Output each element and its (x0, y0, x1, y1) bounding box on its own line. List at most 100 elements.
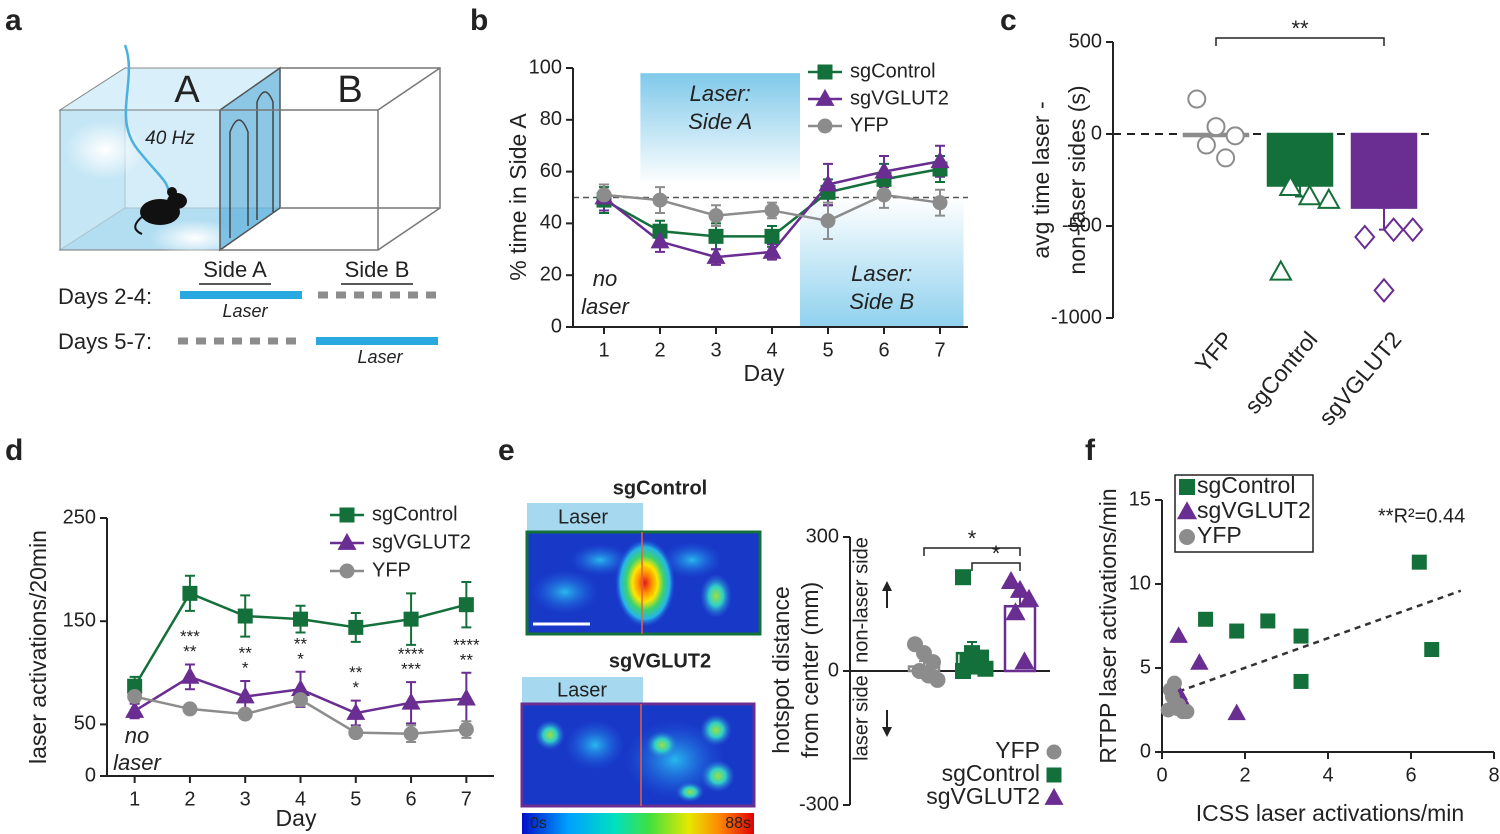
marker (1260, 613, 1276, 629)
heatmap-border (520, 702, 756, 808)
marker (1225, 126, 1245, 146)
y-axis-label: from center (mm) (797, 582, 823, 758)
significance-stars: ** (183, 642, 197, 661)
significance-stars: ** (460, 650, 474, 669)
light-glow (65, 120, 145, 180)
x-tick-label: 6 (406, 788, 417, 810)
marker (1288, 137, 1312, 160)
significance-stars: ** (239, 644, 253, 663)
heatmap-border (525, 530, 762, 636)
annotation: laser (113, 750, 162, 775)
y-tick-label: 150 (63, 609, 96, 631)
marker (820, 213, 836, 229)
region-label: Side B (849, 289, 914, 314)
significance-stars: **** (453, 635, 480, 654)
marker (1316, 187, 1341, 209)
frequency-label: 40 Hz (145, 128, 195, 149)
y-tick-label: 40 (540, 212, 562, 234)
marker (1227, 703, 1246, 721)
y-axis-label: RTPP laser activations/min (1095, 488, 1121, 763)
marker (925, 654, 941, 671)
x-tick-label: 7 (461, 788, 472, 810)
legend-label: sgControl (372, 503, 458, 525)
y-tick-label: 0 (1140, 740, 1151, 762)
region-label: Laser: (851, 261, 912, 286)
annotation: no (125, 723, 149, 748)
marker (456, 688, 476, 706)
marker (293, 611, 308, 627)
heat-blob (676, 782, 704, 802)
side-label: Side A (203, 257, 267, 282)
marker (237, 608, 253, 624)
marker (458, 722, 474, 738)
marker (1392, 165, 1414, 191)
legend-marker (1046, 767, 1062, 783)
marker (237, 706, 253, 722)
marker (708, 228, 724, 244)
marker (876, 187, 892, 203)
x-tick-label: 0 (1156, 764, 1167, 786)
light-glow (150, 220, 240, 256)
x-tick-label: 5 (350, 788, 361, 810)
legend-marker (815, 88, 835, 106)
legend-label: sgControl (850, 60, 936, 82)
x-tick-label: 2 (1239, 764, 1250, 786)
colorbar-label: 88s (725, 815, 751, 832)
annotation: no (593, 266, 617, 291)
marker (1198, 611, 1214, 627)
heat-blob (531, 570, 599, 614)
marker (125, 700, 145, 718)
significance-stars: *** (180, 627, 200, 646)
x-tick-label: 3 (710, 339, 721, 361)
schedule-label: Days 2-4: (58, 284, 152, 309)
panel-label: b (470, 4, 488, 37)
marker (1196, 135, 1216, 155)
heat-blob (535, 720, 565, 750)
marker (1000, 570, 1022, 589)
marker (1169, 700, 1185, 716)
marker (650, 231, 670, 249)
significance-stars: * (297, 649, 304, 668)
side-label: non-laser side (850, 537, 872, 663)
fit-line (1178, 589, 1462, 693)
legend-label: sgVGLUT2 (1197, 497, 1311, 523)
marker (346, 702, 366, 720)
marker (874, 161, 894, 179)
y-tick-label: 0 (1091, 122, 1102, 144)
y-tick-label: 100 (529, 56, 562, 78)
marker (1354, 224, 1376, 250)
y-axis-label: avg time laser - (1028, 101, 1054, 258)
marker (977, 660, 994, 677)
y-tick-label: 50 (74, 713, 96, 735)
marker (1382, 217, 1405, 243)
x-tick-label: 2 (184, 788, 195, 810)
x-tick-label: sgControl (1239, 326, 1322, 418)
schedule-label: Days 5-7: (58, 329, 152, 354)
laser-tag-label: Laser (558, 506, 608, 528)
significance-bracket (923, 547, 1021, 556)
significance-label: * (968, 526, 977, 551)
legend-box (1174, 474, 1314, 553)
x-tick-label: 1 (129, 788, 140, 810)
y-tick-label: 300 (806, 525, 839, 547)
marker (932, 195, 948, 211)
marker (1229, 623, 1245, 639)
significance-stars: * (352, 678, 359, 697)
x-tick-label: 4 (295, 788, 306, 810)
x-tick-label: 8 (1488, 764, 1499, 786)
annotation: laser (581, 294, 630, 319)
marker (1424, 642, 1440, 658)
legend-label: sgVGLUT2 (926, 783, 1040, 809)
schematic: A B 40 Hz Side A Side B Days 2-4: Laser … (58, 44, 441, 367)
marker (1402, 217, 1424, 243)
marker (955, 663, 971, 679)
y-tick-label: 500 (1069, 30, 1102, 52)
region-label: Side A (688, 109, 752, 134)
legend-marker (1046, 744, 1062, 760)
legend-label: sgControl (1197, 472, 1295, 498)
heat-blob (570, 544, 630, 576)
heatmap-title: sgControl (613, 477, 707, 499)
marker (182, 585, 198, 601)
marker (235, 686, 255, 704)
colorbar (522, 813, 754, 834)
